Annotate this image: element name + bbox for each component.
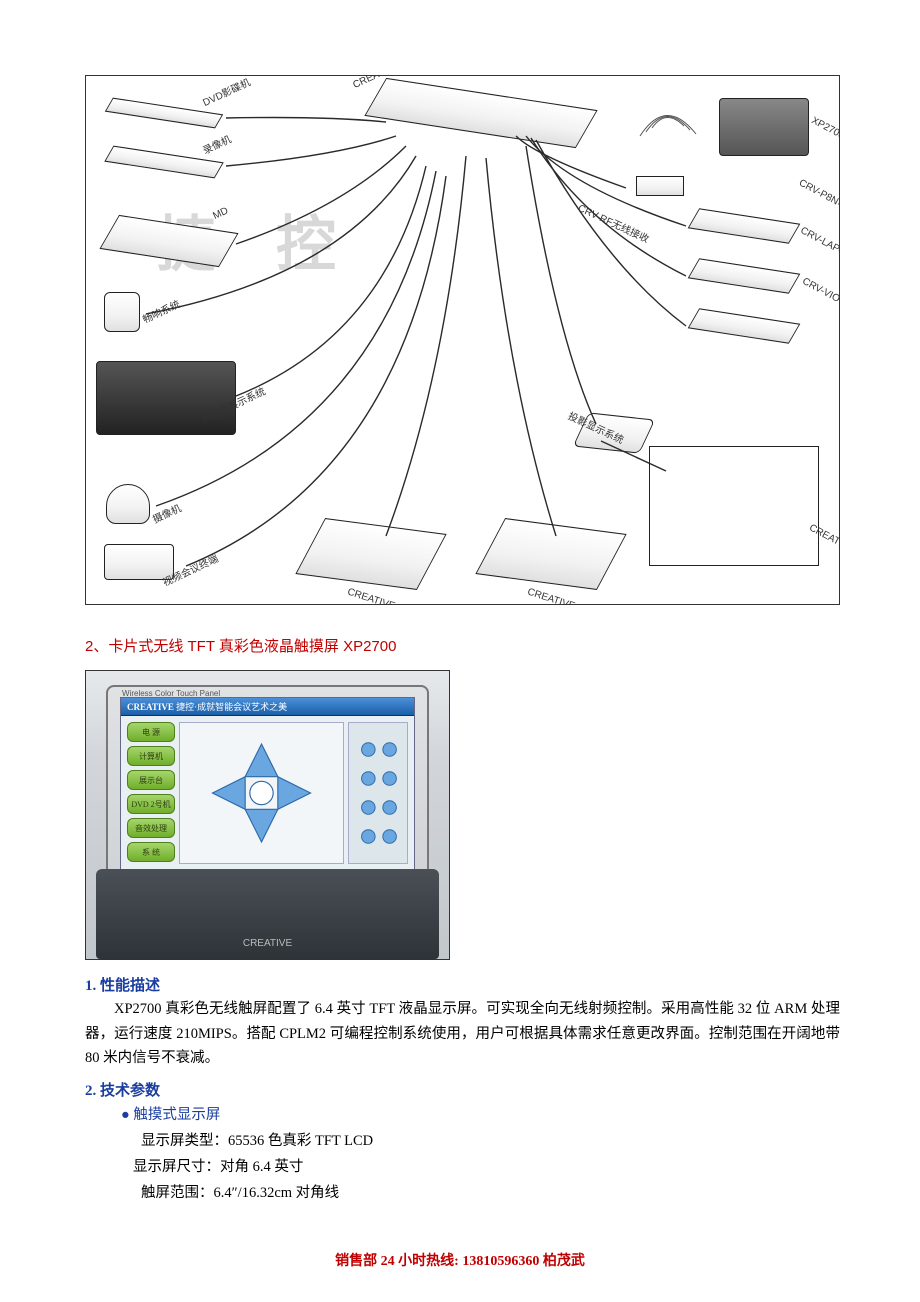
brand-badge: CREATIVE xyxy=(127,702,174,712)
bullet-icon: ● xyxy=(121,1107,130,1123)
system-diagram-frame: 捷控 CREATIVE CPLM2智能中控主机 DVD影碟机 录像机 MD 畅响… xyxy=(85,75,840,605)
document-page: 捷控 CREATIVE CPLM2智能中控主机 DVD影碟机 录像机 MD 畅响… xyxy=(0,0,920,1302)
side-button: 电 源 xyxy=(127,722,175,742)
heading-performance: 1. 性能描述 xyxy=(85,974,840,995)
product-photo-frame: Wireless Color Touch Panel CREATIVE 捷控·成… xyxy=(85,670,450,960)
side-button: DVD 2号机 xyxy=(127,794,175,814)
screen-tagline: 捷控·成就智能会议艺术之美 xyxy=(176,702,287,712)
screen-titlebar: CREATIVE 捷控·成就智能会议艺术之美 xyxy=(121,698,414,716)
screen-body: 电 源 计算机 展示台 DVD 2号机 音效处理 系 统 xyxy=(121,716,414,870)
center-dpad-panel xyxy=(179,722,344,864)
dock-brand-label: CREATIVE xyxy=(96,938,439,949)
dpad-icon xyxy=(180,723,343,863)
side-button: 计算机 xyxy=(127,746,175,766)
spec-line: 显示屏类型：65536 色真彩 TFT LCD xyxy=(141,1128,840,1154)
diagram-canvas: CREATIVE CPLM2智能中控主机 DVD影碟机 录像机 MD 畅响系统 … xyxy=(86,76,839,604)
performance-description: XP2700 真彩色无线触屏配置了 6.4 英寸 TFT 液晶显示屏。可实现全向… xyxy=(85,997,840,1071)
side-button: 音效处理 xyxy=(127,818,175,838)
section-2-title: 2、卡片式无线 TFT 真彩色液晶触摸屏 XP2700 xyxy=(85,635,840,656)
spec-line: 显示屏尺寸：对角 6.4 英寸 xyxy=(133,1154,840,1180)
tablet-body: Wireless Color Touch Panel CREATIVE 捷控·成… xyxy=(106,685,429,889)
heading-specs: 2. 技术参数 xyxy=(85,1079,840,1100)
spec-line: 触屏范围：6.4″/16.32cm 对角线 xyxy=(141,1180,840,1206)
right-dots-icon xyxy=(349,723,407,863)
spec-bullet-row: ● 触摸式显示屏 xyxy=(121,1102,840,1128)
spec-bullet-label: 触摸式显示屏 xyxy=(133,1107,220,1123)
right-button-panel xyxy=(348,722,408,864)
side-button: 展示台 xyxy=(127,770,175,790)
side-button-column: 电 源 计算机 展示台 DVD 2号机 音效处理 系 统 xyxy=(127,722,175,864)
page-footer-hotline: 销售部 24 小时热线: 13810596360 柏茂武 xyxy=(0,1250,920,1270)
wiring-svg xyxy=(86,76,839,604)
tablet-screen: CREATIVE 捷控·成就智能会议艺术之美 电 源 计算机 展示台 DVD 2… xyxy=(120,697,415,871)
side-button: 系 统 xyxy=(127,842,175,862)
docking-base: CREATIVE xyxy=(96,869,439,959)
